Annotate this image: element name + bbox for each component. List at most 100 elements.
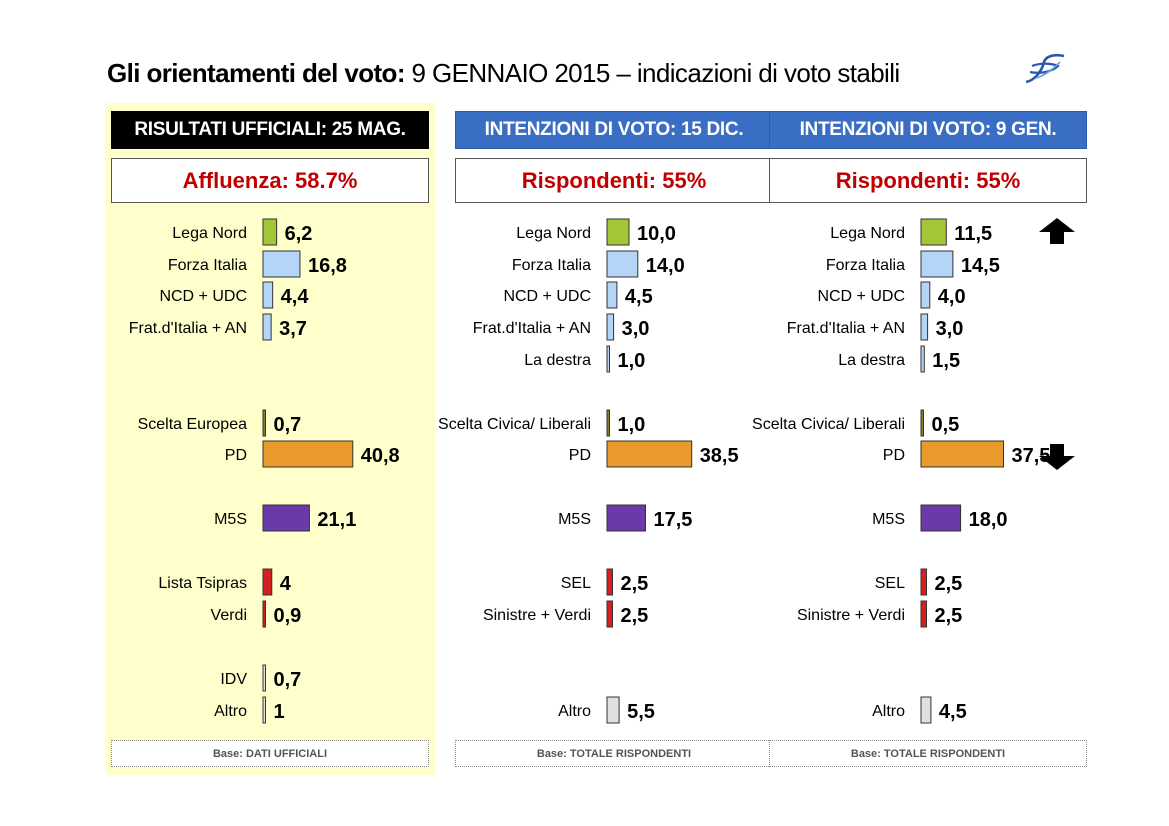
value-label-pd: 37,5 (1012, 445, 1051, 467)
category-label-la-destra: La destra (524, 352, 591, 369)
bar-chart-jan: Lega Nord 11,5 Forza Italia 14,5 NCD + UDC 4,… (752, 218, 1051, 724)
page-title: Gli orientamenti del voto: 9 GENNAIO 201… (107, 58, 900, 89)
value-label-frat-d-italia-an: 3,7 (279, 318, 307, 340)
bar-ncd-udc (262, 281, 274, 309)
value-label-scelta-civica-liberali: 1,0 (618, 414, 646, 436)
category-label-forza-italia: Forza Italia (826, 257, 905, 274)
value-label-m5s: 17,5 (654, 509, 693, 531)
category-label-pd: PD (569, 447, 591, 464)
bar-la-destra (920, 345, 925, 373)
value-label-altro: 4,5 (939, 701, 967, 723)
value-label-sel: 2,5 (935, 573, 963, 595)
base-note: Base: DATI UFFICIALI (111, 740, 429, 767)
value-label-lega-nord: 6,2 (285, 223, 313, 245)
category-label-scelta-civica-liberali: Scelta Civica/ Liberali (438, 416, 591, 433)
value-label-forza-italia: 14,5 (961, 255, 1000, 277)
category-label-sinistre-verdi: Sinistre + Verdi (797, 607, 905, 624)
bar-lega-nord (606, 218, 630, 246)
bar-sinistre-verdi (920, 600, 927, 628)
category-label-sel: SEL (561, 575, 591, 592)
value-label-pd: 40,8 (361, 445, 400, 467)
category-label-ncd-udc: NCD + UDC (817, 288, 905, 305)
value-label-lega-nord: 10,0 (637, 223, 676, 245)
category-label-pd: PD (225, 447, 247, 464)
category-label-m5s: M5S (214, 511, 247, 528)
bar-sinistre-verdi (606, 600, 613, 628)
category-label-forza-italia: Forza Italia (512, 257, 591, 274)
bar-sel (606, 568, 613, 596)
value-label-lista-tsipras: 4 (280, 573, 292, 595)
turnout-label: Affluenza: 58.7% (111, 158, 429, 203)
category-label-verdi: Verdi (211, 607, 247, 624)
bar-chart-official: Lega Nord 6,2 Forza Italia 16,8 NCD + UDC 4,4… (129, 218, 400, 724)
arrow-up-icon (1039, 218, 1075, 244)
bar-idv (262, 664, 266, 692)
respondents-label: Rispondenti: 55% (769, 158, 1087, 203)
bar-ncd-udc (920, 281, 931, 309)
value-label-frat-d-italia-an: 3,0 (622, 318, 650, 340)
stylized-f-logo (1025, 53, 1065, 84)
value-label-altro: 5,5 (627, 701, 655, 723)
value-label-la-destra: 1,5 (932, 350, 960, 372)
bar-scelta-civica-liberali (920, 409, 924, 437)
value-label-ncd-udc: 4,5 (625, 286, 653, 308)
category-label-sel: SEL (875, 575, 905, 592)
bar-forza-italia (262, 250, 301, 278)
bar-pd (606, 440, 693, 468)
category-label-altro: Altro (558, 703, 591, 720)
value-label-pd: 38,5 (700, 445, 739, 467)
bar-sel (920, 568, 927, 596)
panel-header: INTENZIONI DI VOTO: 9 GEN. (769, 111, 1087, 149)
panel-intentions-jan: INTENZIONI DI VOTO: 9 GEN. Rispondenti: … (752, 103, 1093, 775)
page-title-subtitle: 9 GENNAIO 2015 – indicazioni di voto sta… (404, 58, 900, 88)
base-note: Base: TOTALE RISPONDENTI (769, 740, 1087, 767)
category-label-scelta-europea: Scelta Europea (138, 416, 248, 433)
bar-forza-italia (920, 250, 954, 278)
value-label-scelta-civica-liberali: 0,5 (932, 414, 960, 436)
bar-verdi (262, 600, 266, 628)
category-label-m5s: M5S (872, 511, 905, 528)
panel-header: RISULTATI UFFICIALI: 25 MAG. (111, 111, 429, 149)
panel-official-results: RISULTATI UFFICIALI: 25 MAG. Affluenza: … (105, 103, 435, 775)
respondents-label: Rispondenti: 55% (455, 158, 773, 203)
bar-pd (262, 440, 354, 468)
value-label-frat-d-italia-an: 3,0 (936, 318, 964, 340)
category-label-ncd-udc: NCD + UDC (503, 288, 591, 305)
value-label-altro: 1 (274, 701, 285, 723)
value-label-forza-italia: 14,0 (646, 255, 685, 277)
category-label-sinistre-verdi: Sinistre + Verdi (483, 607, 591, 624)
category-label-la-destra: La destra (838, 352, 905, 369)
category-label-altro: Altro (214, 703, 247, 720)
bar-forza-italia (606, 250, 639, 278)
category-label-altro: Altro (872, 703, 905, 720)
category-label-scelta-civica-liberali: Scelta Civica/ Liberali (752, 416, 905, 433)
category-label-frat-d-italia-an: Frat.d'Italia + AN (787, 320, 905, 337)
bar-pd (920, 440, 1004, 468)
value-label-sel: 2,5 (621, 573, 649, 595)
value-label-m5s: 18,0 (969, 509, 1008, 531)
value-label-sinistre-verdi: 2,5 (621, 605, 649, 627)
value-label-ncd-udc: 4,0 (938, 286, 966, 308)
value-label-verdi: 0,9 (274, 605, 302, 627)
bar-frat-d-italia-an (920, 313, 929, 341)
category-label-pd: PD (883, 447, 905, 464)
value-label-forza-italia: 16,8 (308, 255, 347, 277)
bar-la-destra (606, 345, 610, 373)
category-label-lista-tsipras: Lista Tsipras (158, 575, 247, 592)
page-title-main: Gli orientamenti del voto: (107, 58, 405, 88)
category-label-frat-d-italia-an: Frat.d'Italia + AN (473, 320, 591, 337)
category-label-ncd-udc: NCD + UDC (159, 288, 247, 305)
value-label-ncd-udc: 4,4 (281, 286, 310, 308)
bar-chart-dec: Lega Nord 10,0 Forza Italia 14,0 NCD + UDC 4,… (438, 218, 739, 724)
bar-lega-nord (262, 218, 278, 246)
bar-altro (606, 696, 620, 724)
category-label-lega-nord: Lega Nord (172, 225, 247, 242)
value-label-lega-nord: 11,5 (954, 223, 992, 245)
value-label-scelta-europea: 0,7 (274, 414, 302, 436)
value-label-la-destra: 1,0 (618, 350, 646, 372)
category-label-idv: IDV (220, 671, 247, 688)
panel-header: INTENZIONI DI VOTO: 15 DIC. (455, 111, 773, 149)
bar-lista-tsipras (262, 568, 273, 596)
value-label-sinistre-verdi: 2,5 (935, 605, 963, 627)
bar-ncd-udc (606, 281, 618, 309)
